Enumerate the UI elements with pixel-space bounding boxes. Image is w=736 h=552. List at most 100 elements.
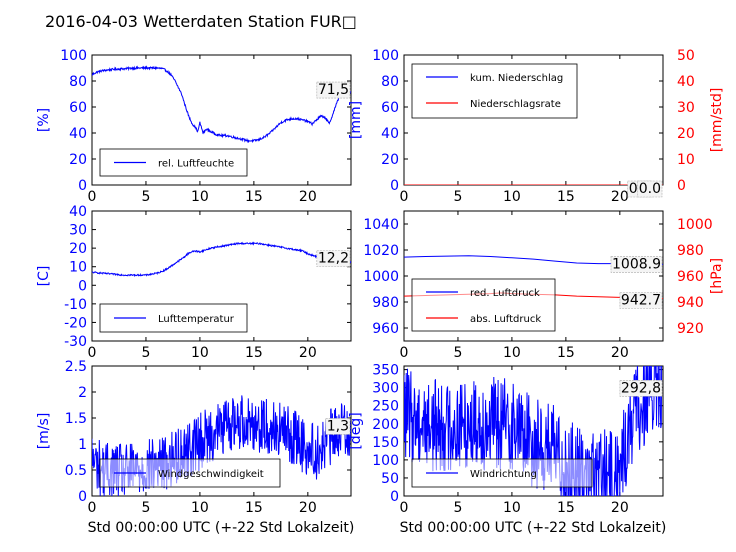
x-axis-label-right: Std 00:00:00 UTC (+-22 Std Lokalzeit) xyxy=(400,520,667,536)
y-tick-label: -20 xyxy=(64,315,87,331)
y-axis-label: [m/s] xyxy=(36,413,52,450)
y-tick-label-right: 40 xyxy=(677,74,695,90)
y-tick-label: 150 xyxy=(372,435,399,451)
x-tick-label: 5 xyxy=(141,500,150,516)
y-tick-label: 60 xyxy=(69,100,87,116)
plot-frame xyxy=(91,210,352,342)
x-tick-label: 15 xyxy=(557,345,575,361)
figure-title: 2016-04-03 Wetterdaten Station FUR□ xyxy=(45,12,357,31)
series-group xyxy=(92,65,351,144)
y-tick-label: 350 xyxy=(372,363,399,379)
y-tick-label: 1.5 xyxy=(65,411,87,427)
y-tick-label: 0 xyxy=(78,278,87,294)
chart-panel-1: 0 5 10 15 20 0 20 40 60 80 100 [%] rel. Luftfeuchte 7… xyxy=(36,48,352,205)
y-axis-label: [mm] xyxy=(348,101,364,139)
legend-label: Niederschlagsrate xyxy=(470,99,561,110)
legend-label: abs. Luftdruck xyxy=(470,314,541,325)
x-tick-label: 0 xyxy=(400,189,409,205)
value-annotation: 71,5 xyxy=(318,82,349,98)
legend-box xyxy=(411,278,556,332)
y-tick-label: 200 xyxy=(372,417,399,433)
value-annotation: 942.7 xyxy=(621,292,661,308)
y-tick-label: 300 xyxy=(372,381,399,397)
y-axis-label: [%] xyxy=(36,108,52,132)
y-tick-label: 40 xyxy=(69,204,87,220)
y-tick-label: 100 xyxy=(372,48,399,64)
y-tick-label-right: 50 xyxy=(677,48,695,64)
legend: Lufttemperatur xyxy=(99,303,248,333)
y-tick-label: 1020 xyxy=(363,243,399,259)
x-tick-label: 10 xyxy=(503,500,521,516)
x-tick-label: 5 xyxy=(141,189,150,205)
value-annotation: 0.0 xyxy=(639,181,661,197)
legend-box xyxy=(411,63,578,119)
y-tick-label: 1040 xyxy=(363,217,399,233)
legend-label: rel. Luftfeuchte xyxy=(158,159,234,170)
y-axis-label-right: [mm/std] xyxy=(709,88,725,153)
x-tick-label: 20 xyxy=(299,189,317,205)
x-tick-label: 20 xyxy=(299,345,317,361)
y-tick-label-right: 1000 xyxy=(677,217,713,233)
y-tick-label: 0 xyxy=(390,489,399,505)
annotation-box xyxy=(316,81,351,99)
legend: Windrichtung xyxy=(411,458,593,488)
chart-panel-3: 0 5 10 15 20 -30 -20 -10 0 10 20 30 40 [C] Lufttempera… xyxy=(36,204,352,361)
x-tick-label: 20 xyxy=(611,189,629,205)
legend: red. Luftdruck abs. Luftdruck xyxy=(411,278,556,332)
y-tick-label: 1 xyxy=(78,437,87,453)
x-tick-label: 20 xyxy=(299,500,317,516)
legend-label: Lufttemperatur xyxy=(158,314,235,325)
annotation-box xyxy=(619,379,663,397)
series-line-lufttemperatur xyxy=(92,241,351,278)
y-tick-label: 960 xyxy=(372,321,399,337)
legend-label: red. Luftdruck xyxy=(470,288,540,299)
legend: kum. Niederschlag Niederschlagsrate xyxy=(411,63,578,119)
value-annotation: 1008.9 xyxy=(612,256,661,272)
y-tick-label-right: 960 xyxy=(677,269,704,285)
chart-panel-5: 0 5 10 15 20 0 0.5 1 1.5 2 2.5 [m/s] Windgeschwindig… xyxy=(36,359,352,516)
y-tick-label: -10 xyxy=(64,297,87,313)
series-group xyxy=(92,241,351,278)
y-axis-label-right: [hPa] xyxy=(709,258,725,294)
y-tick-label: 60 xyxy=(381,100,399,116)
y-tick-label-right: 30 xyxy=(677,100,695,116)
x-tick-label: 15 xyxy=(245,345,263,361)
plot-frame xyxy=(91,54,352,186)
y-tick-label: 2.5 xyxy=(65,359,87,375)
chart-panel-6: 0 5 10 15 20050100150200250300350[deg]Windri… xyxy=(348,363,664,516)
x-tick-label: 0 xyxy=(88,345,97,361)
y-tick-label-right: 940 xyxy=(677,295,704,311)
legend-label: Windgeschwindigkeit xyxy=(158,469,264,480)
x-tick-label: 5 xyxy=(453,500,462,516)
y-tick-label: 0 xyxy=(390,178,399,194)
chart-panel-4: 0 5 10 15 20 960 980 1000 1020 1040 920 940 960 980 10… xyxy=(363,210,725,361)
y-tick-label: 250 xyxy=(372,399,399,415)
y-tick-label: 80 xyxy=(69,74,87,90)
y-tick-label: 0.5 xyxy=(65,463,87,479)
x-tick-label: 0 xyxy=(88,189,97,205)
x-tick-label: 0 xyxy=(400,345,409,361)
y-tick-label: 1000 xyxy=(363,269,399,285)
x-tick-label: 20 xyxy=(611,345,629,361)
y-tick-label: 0 xyxy=(78,489,87,505)
annotation-box xyxy=(316,250,351,267)
chart-panel-2: 0 5 10 15 20 0 20 40 60 80 100 0 10 20 30 40 50 [mm] [mm/s… xyxy=(348,48,725,205)
y-tick-label: 2 xyxy=(78,385,87,401)
y-tick-label: 50 xyxy=(381,471,399,487)
x-tick-label: 5 xyxy=(453,189,462,205)
x-axis-label-left: Std 00:00:00 UTC (+-22 Std Lokalzeit) xyxy=(88,520,355,536)
x-tick-label: 5 xyxy=(453,345,462,361)
x-tick-label: 0 xyxy=(88,500,97,516)
y-tick-label: 20 xyxy=(381,152,399,168)
y-tick-label-right: 20 xyxy=(677,126,695,142)
x-tick-label: 10 xyxy=(503,345,521,361)
x-tick-label: 0 xyxy=(400,500,409,516)
legend-label: Windrichtung xyxy=(470,469,537,480)
x-tick-label: 10 xyxy=(191,345,209,361)
annotation-box xyxy=(610,256,663,273)
value-annotation: 1,3 xyxy=(327,418,349,434)
y-tick-label: 10 xyxy=(69,260,87,276)
y-tick-label: 30 xyxy=(69,223,87,239)
value-annotation: 292,8 xyxy=(621,380,661,396)
